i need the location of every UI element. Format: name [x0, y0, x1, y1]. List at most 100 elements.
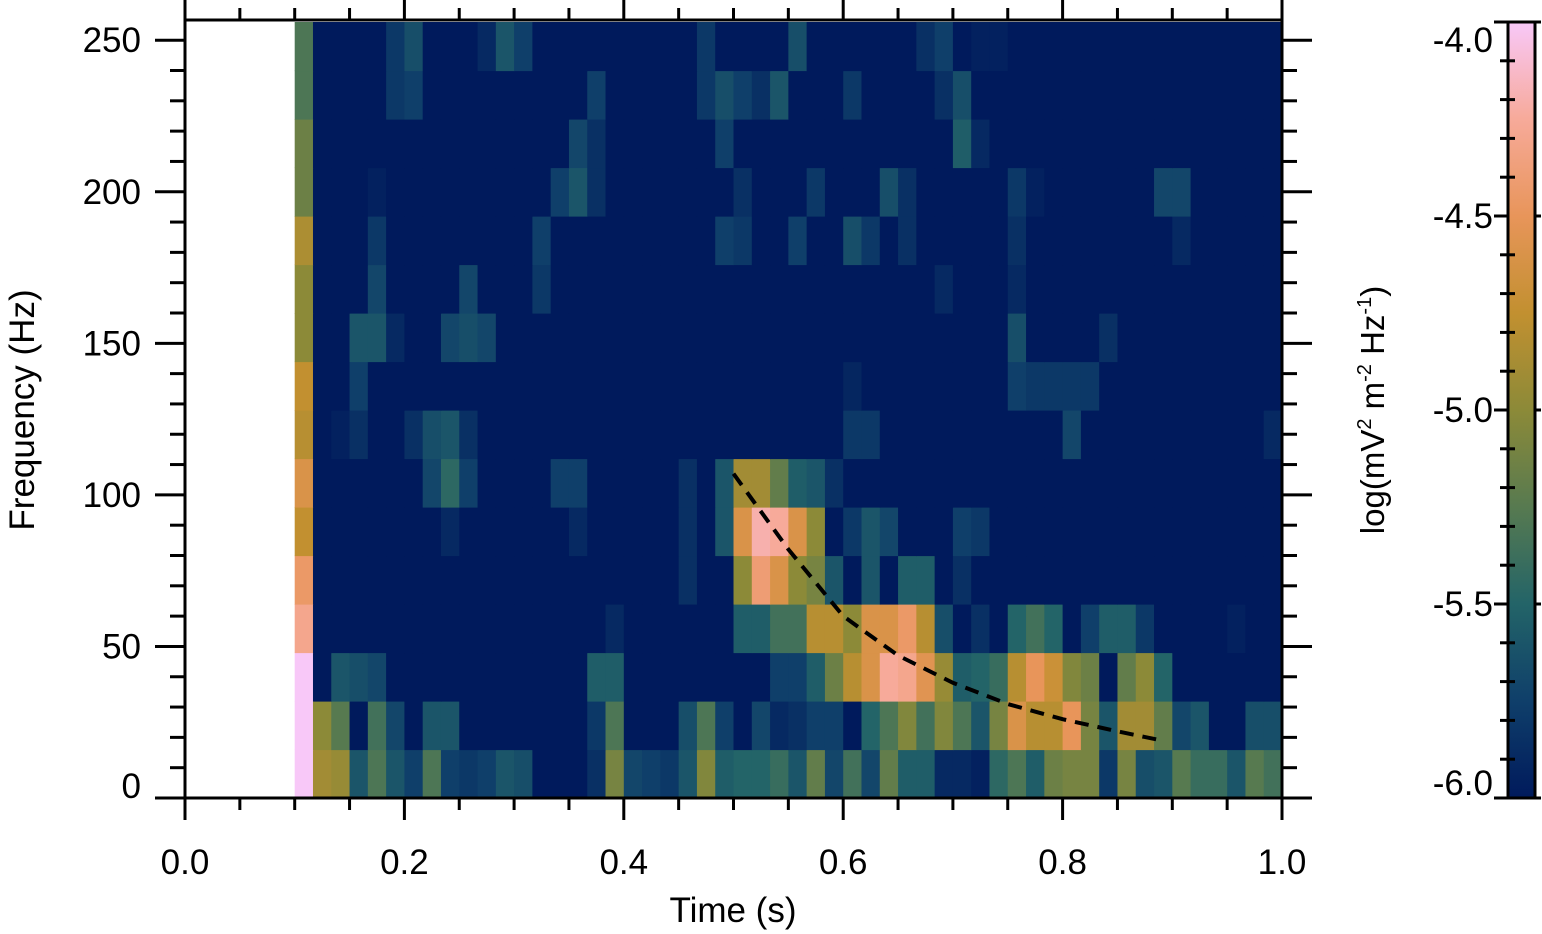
heatmap-cell	[623, 22, 643, 72]
heatmap-cell	[916, 361, 936, 411]
heatmap-cell	[1099, 458, 1119, 508]
heatmap-cell	[879, 701, 899, 751]
heatmap-cell	[1062, 749, 1082, 799]
heatmap-cell	[770, 313, 789, 363]
heatmap-cell	[952, 555, 972, 605]
heatmap-cell	[715, 264, 735, 314]
heatmap-cell	[678, 701, 698, 751]
heatmap-cell	[1080, 749, 1100, 799]
heatmap-cell	[952, 264, 972, 314]
heatmap-cell	[367, 216, 387, 266]
heatmap-cell	[568, 216, 588, 266]
heatmap-cell	[605, 167, 625, 217]
heatmap-cell	[898, 652, 917, 702]
heatmap-cell	[386, 410, 405, 460]
heatmap-cell	[1227, 507, 1247, 557]
heatmap-cell	[331, 410, 351, 460]
heatmap-cell	[477, 361, 497, 411]
heatmap-cell	[1263, 22, 1283, 72]
heatmap-cell	[751, 652, 771, 702]
heatmap-cell	[404, 313, 424, 363]
heatmap-cell	[1044, 749, 1064, 799]
heatmap-cell	[404, 361, 424, 411]
heatmap-cell	[898, 264, 917, 314]
heatmap-cell	[331, 119, 351, 169]
heatmap-cell	[422, 749, 442, 799]
heatmap-cell	[312, 458, 332, 508]
heatmap-cell	[1245, 22, 1265, 72]
heatmap-cell	[733, 22, 753, 72]
heatmap-cell	[1154, 410, 1173, 460]
heatmap-cell	[550, 70, 570, 120]
heatmap-cell	[1099, 167, 1119, 217]
heatmap-cell	[642, 22, 661, 72]
heatmap-cell	[861, 361, 881, 411]
heatmap-cell	[934, 313, 954, 363]
heatmap-cell	[751, 313, 771, 363]
heatmap-cell	[1026, 507, 1045, 557]
heatmap-cell	[989, 313, 1009, 363]
heatmap-cell	[605, 264, 625, 314]
heatmap-cell	[459, 361, 479, 411]
heatmap-cell	[861, 458, 881, 508]
heatmap-cell	[715, 70, 735, 120]
heatmap-cell	[952, 701, 972, 751]
heatmap-cell	[678, 555, 698, 605]
heatmap-cell	[477, 167, 497, 217]
heatmap-cell	[770, 555, 789, 605]
heatmap-cell	[1007, 361, 1027, 411]
heatmap-cell	[1154, 507, 1173, 557]
heatmap-cell	[550, 555, 570, 605]
heatmap-cell	[1117, 216, 1137, 266]
heatmap-cell	[934, 604, 954, 654]
heatmap-cell	[1026, 749, 1045, 799]
heatmap-cell	[367, 507, 387, 557]
heatmap-cell	[1026, 119, 1045, 169]
heatmap-cell	[1227, 458, 1247, 508]
heatmap-cell	[1245, 70, 1265, 120]
heatmap-cell	[1154, 749, 1173, 799]
heatmap-cell	[861, 313, 881, 363]
heatmap-cell	[349, 216, 369, 266]
heatmap-cell	[331, 264, 351, 314]
heatmap-cell	[550, 652, 570, 702]
heatmap-cell	[1190, 507, 1210, 557]
heatmap-cell	[514, 167, 533, 217]
heatmap-cell	[1190, 22, 1210, 72]
heatmap-cell	[824, 458, 844, 508]
heatmap-cell	[422, 70, 442, 120]
heatmap-cell	[1227, 410, 1247, 460]
heatmap-cell	[1154, 216, 1173, 266]
heatmap-cell	[733, 652, 753, 702]
heatmap-cell	[1099, 507, 1119, 557]
heatmap-cell	[294, 555, 314, 605]
heatmap-cell	[642, 410, 661, 460]
heatmap-cell	[550, 313, 570, 363]
heatmap-cell	[1062, 167, 1082, 217]
heatmap-cell	[404, 22, 424, 72]
heatmap-cell	[459, 119, 479, 169]
heatmap-cell	[1062, 701, 1082, 751]
heatmap-cell	[770, 22, 789, 72]
heatmap-cells	[294, 22, 1283, 799]
heatmap-cell	[587, 216, 607, 266]
heatmap-cell	[312, 22, 332, 72]
heatmap-cell	[1172, 70, 1192, 120]
heatmap-cell	[952, 361, 972, 411]
heatmap-cell	[1062, 652, 1082, 702]
heatmap-cell	[660, 313, 680, 363]
heatmap-cell	[770, 167, 789, 217]
heatmap-cell	[715, 167, 735, 217]
heatmap-cell	[843, 458, 863, 508]
heatmap-cell	[1135, 119, 1155, 169]
heatmap-cell	[422, 119, 442, 169]
heatmap-cell	[623, 652, 643, 702]
heatmap-cell	[934, 507, 954, 557]
colorbar-label-part: )	[1354, 286, 1391, 297]
heatmap-cell	[824, 652, 844, 702]
heatmap-cell	[294, 410, 314, 460]
heatmap-cell	[477, 604, 497, 654]
heatmap-cell	[477, 701, 497, 751]
heatmap-cell	[806, 410, 826, 460]
heatmap-cell	[879, 119, 899, 169]
